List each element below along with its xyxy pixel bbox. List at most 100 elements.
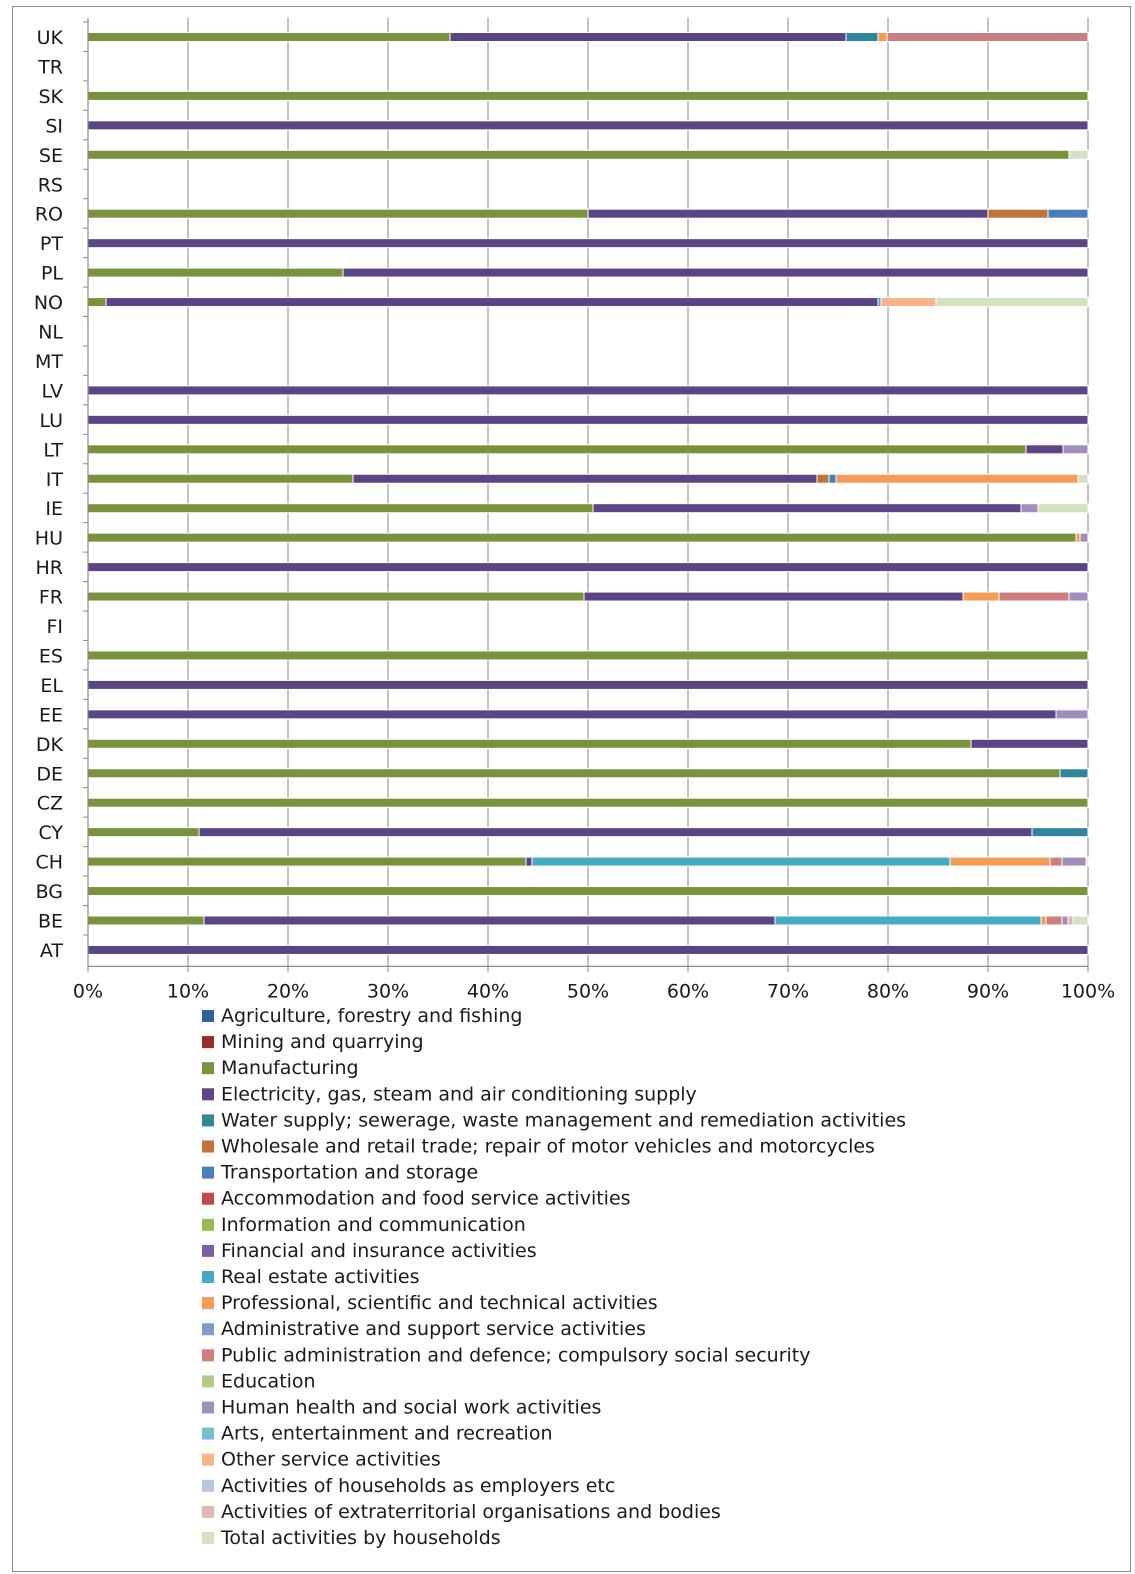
gridlines (187, 18, 1089, 967)
category-label: CZ (37, 793, 63, 815)
bar-segment (1055, 709, 1089, 720)
bar-segment (87, 856, 527, 867)
bar-segment (774, 915, 1042, 926)
bar-segment (1059, 768, 1089, 779)
legend-label: Administrative and support service activ… (221, 1318, 646, 1340)
bar-segment (816, 473, 830, 484)
category-label: NL (38, 322, 63, 344)
bar-segment (531, 856, 951, 867)
legend-label: Total activities by households (220, 1527, 501, 1549)
bar-segment (87, 591, 585, 602)
category-label: RS (38, 174, 63, 196)
bar-segment (449, 32, 847, 42)
bar-segment (1040, 915, 1047, 926)
x-tick-label: 100% (1061, 980, 1115, 1002)
category-label: FR (39, 587, 63, 609)
bar-segment (87, 414, 1089, 425)
legend-swatch (202, 1323, 214, 1336)
legend-label: Arts, entertainment and recreation (221, 1423, 553, 1445)
category-label: IE (45, 498, 63, 520)
bar-segment (87, 944, 1089, 955)
category-label: IT (46, 469, 64, 491)
bar-segment (877, 32, 888, 42)
legend-label: Activities of extraterritorial organisat… (221, 1501, 721, 1523)
legend-label: Transportation and storage (220, 1162, 478, 1184)
category-label: PT (40, 233, 63, 255)
category-label: UK (37, 27, 64, 49)
legend-label: Information and communication (221, 1214, 526, 1236)
category-label: LU (39, 410, 63, 432)
legend-label: Education (221, 1370, 316, 1392)
category-label: BE (38, 911, 63, 933)
bar-segment (962, 591, 1000, 602)
bar-segment (880, 297, 937, 308)
x-tick-labels: 0% 10% 20% 30% 40% 50% 60% 70% 80% 90% 100% (73, 980, 1115, 1002)
bar-segment (1085, 856, 1089, 867)
x-tick-label: 60% (667, 980, 709, 1002)
legend-swatch (202, 1271, 214, 1283)
bar-segment (1077, 473, 1089, 484)
bar-segment (87, 532, 1077, 543)
bar-segment (87, 562, 1089, 573)
category-label: EL (40, 675, 63, 697)
x-tick-label: 90% (967, 980, 1009, 1002)
x-tick-label: 40% (467, 980, 509, 1002)
legend-label: Public administration and defence; compu… (221, 1344, 811, 1366)
bar-segment (886, 32, 1089, 42)
category-label: AT (40, 940, 64, 962)
bar-segment (1062, 444, 1089, 455)
category-label: DK (36, 734, 64, 756)
bar-segment (970, 738, 1089, 749)
legend-swatch (202, 1114, 214, 1127)
legend-label: Mining and quarrying (221, 1031, 424, 1053)
legend-label: Wholesale and retail trade; repair of mo… (221, 1136, 875, 1158)
legend-swatch (202, 1297, 214, 1310)
category-label: SK (38, 86, 63, 108)
bar-segment (1049, 856, 1063, 867)
bar-segment (203, 915, 776, 926)
bar-segment (845, 32, 879, 42)
legend-swatch (202, 1401, 214, 1414)
category-label: DE (36, 763, 63, 785)
category-label: CY (38, 822, 63, 844)
bar-segment (342, 267, 1089, 278)
category-label: LT (43, 439, 63, 461)
bar-segment (1061, 856, 1087, 867)
bar-segment (587, 208, 989, 219)
x-tick-label: 10% (167, 980, 209, 1002)
bar-segment (1075, 532, 1081, 543)
legend-swatch (202, 1244, 214, 1257)
legend-swatch (202, 1088, 214, 1101)
legend-label: Manufacturing (221, 1057, 359, 1079)
legend-swatch (202, 1218, 214, 1231)
legend-swatch (202, 1192, 214, 1205)
legend-swatch (202, 1140, 214, 1153)
bar-segment (87, 238, 1089, 249)
bar-segment (352, 473, 818, 484)
bar-segment (105, 297, 879, 308)
bar-segment (935, 297, 1089, 308)
category-label: SE (39, 145, 63, 167)
bars (87, 32, 1089, 955)
category-label: FI (46, 616, 63, 638)
bar-segment (87, 90, 1089, 101)
bar-segment (87, 797, 1089, 808)
legend-label: Electricity, gas, steam and air conditio… (221, 1083, 697, 1105)
legend-label: Real estate activities (221, 1266, 420, 1288)
bar-segment (1045, 915, 1063, 926)
chart-frame (12, 6, 1131, 1572)
legend-swatch (202, 1505, 214, 1518)
legend-swatch (202, 1036, 214, 1049)
legend-label: Agriculture, forestry and fishing (221, 1005, 523, 1027)
axes (83, 18, 1089, 973)
legend-swatch (202, 1166, 214, 1179)
bar-segment (87, 886, 1089, 897)
bar-segment (87, 208, 589, 219)
x-tick-label: 50% (567, 980, 609, 1002)
bar-segment (87, 915, 205, 926)
x-tick-label: 20% (267, 980, 309, 1002)
legend-label: Activities of households as employers et… (221, 1475, 615, 1497)
legend-swatch (202, 1427, 214, 1440)
bar-segment (1031, 827, 1089, 838)
